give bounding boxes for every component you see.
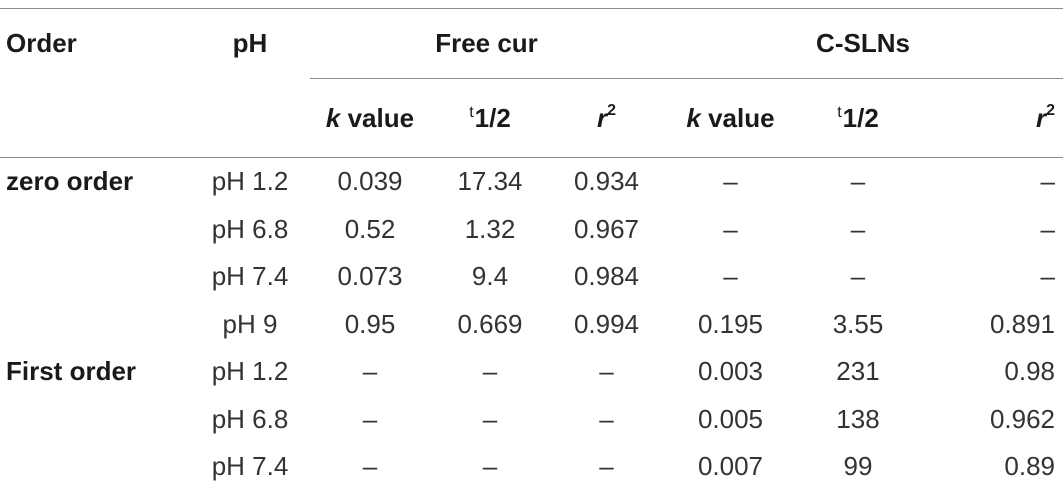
cell-value: 1.32	[464, 213, 516, 244]
cell-value: 0.934	[573, 166, 640, 197]
header-csln-k-value: k value	[663, 78, 798, 158]
cell-value: –	[362, 356, 378, 387]
header-free-k-value: k value	[310, 78, 430, 158]
header-group-c-slns: C-SLNs	[663, 8, 1063, 79]
table-row: pH 7.4 0.073 9.4 0.984 – – –	[0, 253, 1063, 301]
cell-value: –	[1040, 166, 1056, 197]
cell-value: –	[723, 166, 738, 197]
cell-value: 0.52	[344, 213, 396, 244]
cell-value: 0.005	[697, 403, 764, 434]
cell-value: –	[850, 213, 866, 244]
table-row: pH 6.8 – – – 0.005 138 0.962	[0, 396, 1063, 444]
cell-value: –	[362, 403, 378, 434]
cell-value: 138	[836, 403, 880, 434]
cell-value: 0.962	[989, 403, 1056, 434]
cell-order: zero order	[6, 166, 134, 197]
k-letter: k	[325, 102, 341, 133]
cell-order: First order	[6, 356, 137, 387]
cell-ph: pH 1.2	[211, 166, 289, 197]
header-free-t-half: t1/2	[430, 78, 550, 158]
header-order: Order	[6, 27, 77, 58]
cell-value: 0.195	[697, 308, 764, 339]
header-free-r-squared: r2	[550, 78, 663, 158]
table-row: pH 7.4 – – – 0.007 99 0.89	[0, 443, 1063, 491]
cell-value: –	[599, 356, 614, 387]
cell-value: 0.89	[1004, 451, 1056, 482]
half-label: 1/2	[474, 102, 511, 133]
t-superscript: t	[837, 103, 842, 121]
cell-value: –	[1040, 213, 1056, 244]
cell-value: –	[482, 403, 498, 434]
header-row-1: Order pH Free cur C-SLNs	[0, 8, 1063, 79]
header-csln-r-squared: r2	[918, 78, 1063, 158]
table-row: pH 9 0.95 0.669 0.994 0.195 3.55 0.891	[0, 301, 1063, 349]
r-superscript: 2	[1046, 101, 1056, 119]
cell-ph: pH 7.4	[211, 261, 289, 292]
value-word: value	[708, 102, 775, 133]
cell-value: 17.34	[457, 166, 523, 197]
r-superscript: 2	[607, 101, 617, 119]
cell-order	[0, 301, 190, 349]
cell-value: 231	[836, 356, 880, 387]
r-letter: r	[596, 102, 608, 133]
header-ph: pH	[232, 27, 268, 58]
cell-value: –	[482, 451, 498, 482]
cell-value: –	[850, 261, 866, 292]
cell-value: 0.984	[573, 261, 640, 292]
r-letter: r	[1035, 102, 1047, 133]
cell-ph: pH 7.4	[211, 451, 289, 482]
cell-value: –	[1040, 261, 1056, 292]
cell-value: 0.669	[457, 308, 523, 339]
cell-value: –	[723, 213, 738, 244]
table-row: First order pH 1.2 – – – 0.003 231 0.98	[0, 348, 1063, 396]
k-letter: k	[686, 102, 701, 133]
cell-value: 0.967	[573, 213, 640, 244]
header-blank-ph	[190, 78, 310, 158]
cell-value: –	[723, 261, 738, 292]
cell-value: 0.039	[337, 166, 403, 197]
cell-value: –	[599, 451, 614, 482]
cell-value: –	[599, 403, 614, 434]
cell-ph: pH 6.8	[211, 403, 289, 434]
cell-value: –	[850, 166, 866, 197]
header-csln-t-half: t1/2	[798, 78, 918, 158]
cell-value: –	[362, 451, 378, 482]
cell-value: 0.95	[344, 308, 396, 339]
cell-value: –	[482, 356, 498, 387]
header-group-free-cur: Free cur	[310, 8, 663, 79]
cell-value: 9.4	[471, 261, 509, 292]
cell-value: 0.003	[697, 356, 764, 387]
cell-value: 0.073	[337, 261, 403, 292]
cell-ph: pH 9	[222, 308, 278, 339]
header-blank-order	[0, 78, 190, 158]
cell-order	[0, 443, 190, 491]
t-superscript: t	[469, 103, 474, 121]
kinetics-table: Order pH Free cur C-SLNs k value t1/2 r2…	[0, 8, 1063, 491]
table-row: zero order pH 1.2 0.039 17.34 0.934 – – –	[0, 158, 1063, 206]
value-word: value	[347, 102, 415, 133]
cell-order	[0, 206, 190, 254]
cell-order	[0, 396, 190, 444]
cell-value: 99	[843, 451, 873, 482]
cell-value: 0.891	[989, 308, 1056, 339]
cell-order	[0, 253, 190, 301]
cell-ph: pH 6.8	[211, 213, 289, 244]
table-row: pH 6.8 0.52 1.32 0.967 – – –	[0, 206, 1063, 254]
cell-value: 3.55	[832, 308, 884, 339]
cell-ph: pH 1.2	[211, 356, 289, 387]
header-row-2: k value t1/2 r2 k value t1/2 r2	[0, 78, 1063, 158]
cell-value: 0.007	[697, 451, 764, 482]
half-label: 1/2	[842, 102, 879, 133]
cell-value: 0.994	[573, 308, 640, 339]
cell-value: 0.98	[1004, 356, 1056, 387]
table-body: zero order pH 1.2 0.039 17.34 0.934– – – pH 6.8…	[0, 158, 1063, 491]
